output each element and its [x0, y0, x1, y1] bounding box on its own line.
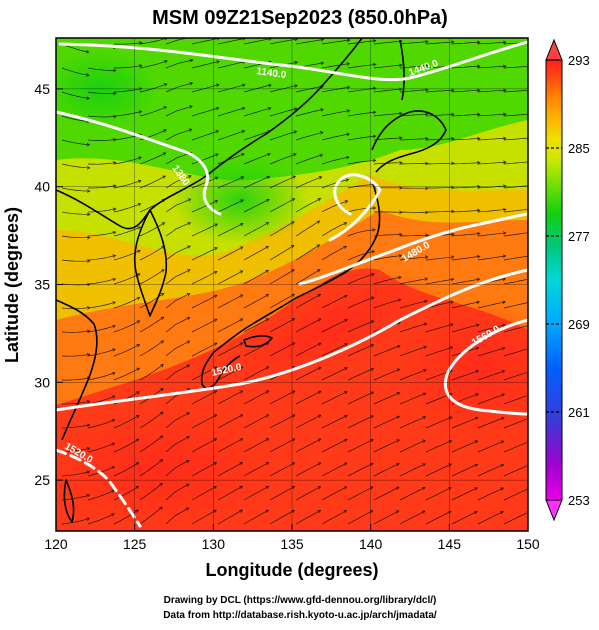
- x-tick-label: 150: [516, 536, 540, 552]
- wind-arrowhead: [529, 89, 532, 92]
- temperature-field: 1140.0 1380 1440.0 1480.0 1520.0 1560.0 …: [40, 36, 560, 531]
- wind-arrowhead: [529, 41, 532, 44]
- colorbar-max-arrow: [546, 40, 562, 60]
- y-tick-label: 25: [34, 472, 50, 488]
- y-tick-label: 30: [34, 374, 50, 390]
- y-tick-label: 35: [34, 277, 50, 293]
- x-tick-label: 130: [202, 536, 226, 552]
- figure-title: MSM 09Z21Sep2023 (850.0hPa): [152, 7, 448, 29]
- credit-drawing: Drawing by DCL (https://www.gfd-dennou.o…: [164, 595, 437, 606]
- wind-arrowhead: [529, 113, 532, 116]
- y-tick-label: 45: [34, 81, 50, 97]
- wind-arrowhead: [529, 278, 532, 281]
- x-tick-label: 140: [359, 536, 383, 552]
- x-tick-label: 120: [44, 536, 68, 552]
- colorbar-tick-label: 269: [568, 317, 590, 332]
- wind-arrowhead: [529, 160, 532, 163]
- wind-arrowhead: [529, 254, 532, 257]
- wind-arrowhead: [528, 301, 531, 304]
- x-axis-label: Longitude (degrees): [205, 560, 378, 580]
- colorbar-tick-label: 261: [568, 405, 590, 420]
- wind-arrowhead: [529, 231, 532, 234]
- credit-data: Data from http://database.rish.kyoto-u.a…: [163, 610, 437, 621]
- x-tick-label: 125: [123, 536, 147, 552]
- wind-arrowhead: [529, 208, 532, 211]
- y-tick-label: 40: [34, 179, 50, 195]
- colorbar-ramp: [546, 60, 562, 500]
- colorbar-tick-label: 253: [568, 493, 590, 508]
- wind-arrowhead: [529, 65, 532, 68]
- colorbar-min-arrow: [546, 500, 562, 520]
- wind-arrowhead: [529, 184, 532, 187]
- wind-arrowhead: [529, 137, 532, 140]
- colorbar-tick-label: 293: [568, 53, 590, 68]
- colorbar-tick-label: 285: [568, 141, 590, 156]
- x-tick-label: 145: [438, 536, 462, 552]
- colorbar: 293 285 277 269 261 253: [546, 40, 590, 520]
- colorbar-tick-label: 277: [568, 229, 590, 244]
- x-tick-label: 135: [280, 536, 304, 552]
- y-axis-label: Latitude (degrees): [2, 207, 22, 363]
